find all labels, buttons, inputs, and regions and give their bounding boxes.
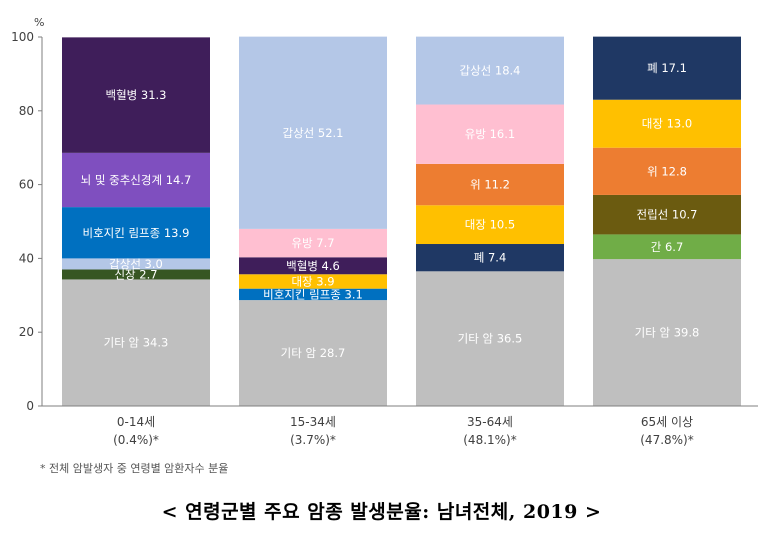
bar-segment-3-기타-암 [593, 259, 741, 406]
bar-label-3-간: 간 6.7 [651, 240, 684, 254]
bar-segment-1-갑상선 [239, 36, 387, 229]
bar-segment-0-백혈병 [62, 37, 210, 153]
y-tick-label-60: 60 [19, 178, 34, 192]
bar-segment-3-대장 [593, 99, 741, 148]
bar-label-1-대장: 대장 3.9 [291, 274, 334, 288]
bar-segment-3-전립선 [593, 194, 741, 235]
bar-segment-3-폐 [593, 36, 741, 100]
y-tick-label-20: 20 [19, 325, 34, 339]
x-tick-label-2: 35-64세 [467, 415, 513, 429]
bar-label-0-갑상선: 갑상선 3.0 [109, 257, 163, 271]
bar-label-1-백혈병: 백혈병 4.6 [286, 259, 340, 273]
bar-label-0-비호지킨-림프종: 비호지킨 림프종 13.9 [83, 226, 190, 240]
bar-label-2-폐: 폐 7.4 [474, 251, 507, 265]
bar-segment-1-대장 [239, 274, 387, 289]
bar-label-0-신장: 신장 2.7 [114, 267, 157, 281]
bar-segment-0-기타-암 [62, 279, 210, 406]
chart-caption: < 연령군별 주요 암종 발생분율: 남녀전체, 2019 > [161, 501, 602, 523]
bar-label-1-갑상선: 갑상선 52.1 [282, 126, 343, 140]
bar-segment-0-갑상선 [62, 258, 210, 270]
x-tick-sublabel-0: (0.4%)* [113, 433, 159, 447]
bar-segment-2-기타-암 [416, 271, 564, 406]
bar-label-3-전립선: 전립선 10.7 [636, 208, 697, 222]
y-tick-label-100: 100 [11, 30, 34, 44]
bar-label-3-대장: 대장 13.0 [642, 117, 692, 131]
bar-segment-2-유방 [416, 104, 564, 164]
bar-segment-2-대장 [416, 205, 564, 245]
bar-segment-2-갑상선 [416, 36, 564, 105]
bar-label-0-뇌-및-중추신경계: 뇌 및 중추신경계 14.7 [81, 173, 192, 187]
axes-layer: 0 20 40 60 80 100% 0-14세 (0.4%)* 15-34세 (3.7%)* 35… [11, 16, 758, 447]
bar-label-0-기타-암: 기타 암 34.3 [104, 336, 169, 350]
bar-label-2-대장: 대장 10.5 [465, 218, 515, 232]
bar-label-2-기타-암: 기타 암 36.5 [458, 332, 523, 346]
y-tick-label-80: 80 [19, 104, 34, 118]
bar-segment-0-비호지킨-림프종 [62, 207, 210, 259]
bar-segment-3-간 [593, 234, 741, 260]
x-tick-label-1: 15-34세 [290, 415, 336, 429]
x-tick-sublabel-3: (47.8%)* [640, 433, 693, 447]
bar-label-1-비호지킨-림프종: 비호지킨 림프종 3.1 [263, 287, 363, 301]
x-tick-sublabel-2: (48.1%)* [463, 433, 516, 447]
bar-label-3-위: 위 12.8 [647, 164, 687, 178]
bar-segment-2-위 [416, 163, 564, 206]
y-tick-label-40: 40 [19, 251, 34, 265]
y-unit-label: % [34, 16, 44, 29]
bar-label-1-기타-암: 기타 암 28.7 [281, 346, 346, 360]
bar-label-0-백혈병: 백혈병 31.3 [105, 88, 166, 102]
bar-label-2-갑상선: 갑상선 18.4 [459, 64, 520, 78]
y-tick-label-0: 0 [26, 399, 34, 413]
bar-segment-1-유방 [239, 228, 387, 258]
bar-segment-1-비호지킨-림프종 [239, 288, 387, 301]
bar-segment-1-백혈병 [239, 257, 387, 275]
x-tick-label-3: 65세 이상 [641, 415, 693, 429]
bar-segment-0-신장 [62, 269, 210, 280]
x-tick-label-0: 0-14세 [117, 415, 155, 429]
bar-segment-2-폐 [416, 244, 564, 272]
bar-label-2-유방: 유방 16.1 [465, 127, 515, 141]
footnote: * 전체 암발생자 중 연령별 암환자수 분율 [40, 462, 229, 475]
bar-label-3-폐: 폐 17.1 [647, 61, 687, 75]
bar-segment-0-뇌-및-중추신경계 [62, 152, 210, 208]
bar-label-1-유방: 유방 7.7 [291, 236, 334, 250]
bar-label-3-기타-암: 기타 암 39.8 [635, 326, 700, 340]
bar-segment-1-기타-암 [239, 300, 387, 406]
bar-label-2-위: 위 11.2 [470, 178, 510, 192]
x-tick-sublabel-1: (3.7%)* [290, 433, 336, 447]
bar-segment-3-위 [593, 147, 741, 195]
